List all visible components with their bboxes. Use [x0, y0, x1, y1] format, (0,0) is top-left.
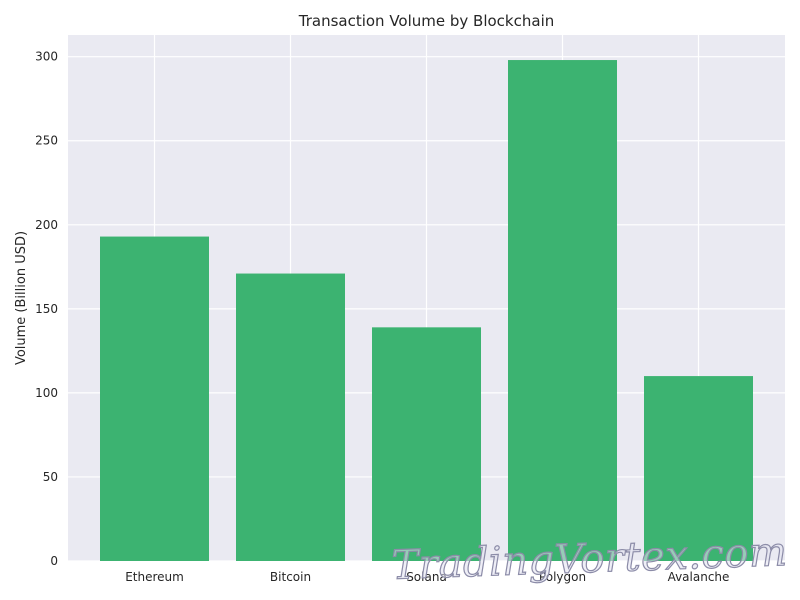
y-tick-label: 50: [43, 470, 58, 484]
y-tick-label: 150: [35, 302, 58, 316]
bar-solana: [372, 327, 481, 561]
y-tick-label: 100: [35, 386, 58, 400]
bar-ethereum: [100, 236, 209, 562]
x-tick-label: Ethereum: [125, 570, 184, 584]
x-tick-label: Avalanche: [668, 570, 730, 584]
y-tick-labels: 0 50 100 150 200 250 300: [35, 50, 58, 568]
y-tick-label: 250: [35, 134, 58, 148]
x-tick-labels: Ethereum Bitcoin Solana Polygon Avalanche: [125, 570, 729, 584]
y-axis-label: Volume (Billion USD): [14, 231, 29, 365]
y-tick-label: 200: [35, 218, 58, 232]
x-tick-label: Solana: [406, 570, 447, 584]
bar-avalanche: [644, 376, 753, 561]
chart-title: Transaction Volume by Blockchain: [298, 12, 555, 30]
y-tick-label: 300: [35, 50, 58, 64]
bar-bitcoin: [236, 273, 345, 561]
x-tick-label: Bitcoin: [270, 570, 311, 584]
bars: [100, 60, 753, 562]
x-tick-label: Polygon: [539, 570, 586, 584]
bar-polygon: [508, 60, 617, 562]
y-tick-label: 0: [50, 554, 58, 568]
